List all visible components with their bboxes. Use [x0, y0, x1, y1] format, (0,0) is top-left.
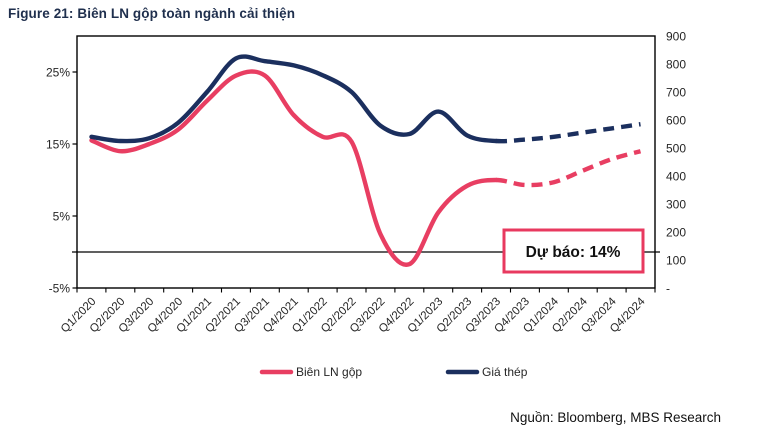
left-axis-labels: 25% 15% 5% -5% — [46, 66, 70, 296]
right-axis-tick-label: 900 — [666, 30, 686, 44]
right-axis-tick-label: 100 — [666, 254, 686, 268]
right-axis-tick-label: 800 — [666, 58, 686, 72]
right-axis-tick-label: 400 — [666, 170, 686, 184]
series-lines — [89, 54, 642, 267]
forecast-box — [502, 228, 645, 274]
source-note: Nguồn: Bloomberg, MBS Research — [510, 410, 721, 425]
right-axis-tick-label: 700 — [666, 86, 686, 100]
figure-title: Figure 21: Biên LN gộp toàn ngành cải th… — [8, 6, 296, 21]
forecast-annotation: Dự báo: 14% — [502, 228, 645, 274]
series-solid-right — [89, 54, 499, 144]
right-axis-tick-label: 500 — [666, 142, 686, 156]
forecast-label: Dự báo: 14% — [526, 244, 621, 261]
axis-ticks — [72, 71, 656, 293]
right-axis-tick-label: 600 — [666, 114, 686, 128]
right-axis-tick-label: - — [666, 282, 670, 296]
left-axis-tick-label: 25% — [46, 66, 70, 80]
right-axis-tick-label: 300 — [666, 198, 686, 212]
left-axis-tick-label: 5% — [53, 210, 71, 224]
series-dashed-left — [495, 149, 642, 188]
legend-label-steel: Giá thép — [482, 365, 528, 379]
series-solid-left — [89, 69, 499, 267]
legend: Biên LN gộp Giá thép — [259, 365, 528, 379]
legend-label-margin: Biên LN gộp — [296, 365, 362, 379]
series-dashed-right — [495, 122, 641, 144]
left-axis-tick-label: 15% — [46, 138, 70, 152]
line-chart: 25% 15% 5% -5% 900 800 700 600 500 400 300 200 100 -… — [46, 30, 686, 380]
right-axis-tick-label: 200 — [666, 226, 686, 240]
left-axis-tick-label: -5% — [49, 282, 71, 296]
x-axis-labels: Q1/2020Q2/2020Q3/2020Q4/2020Q1/2021Q2/20… — [59, 295, 648, 335]
right-axis-labels: 900 800 700 600 500 400 300 200 100 - — [666, 30, 686, 296]
